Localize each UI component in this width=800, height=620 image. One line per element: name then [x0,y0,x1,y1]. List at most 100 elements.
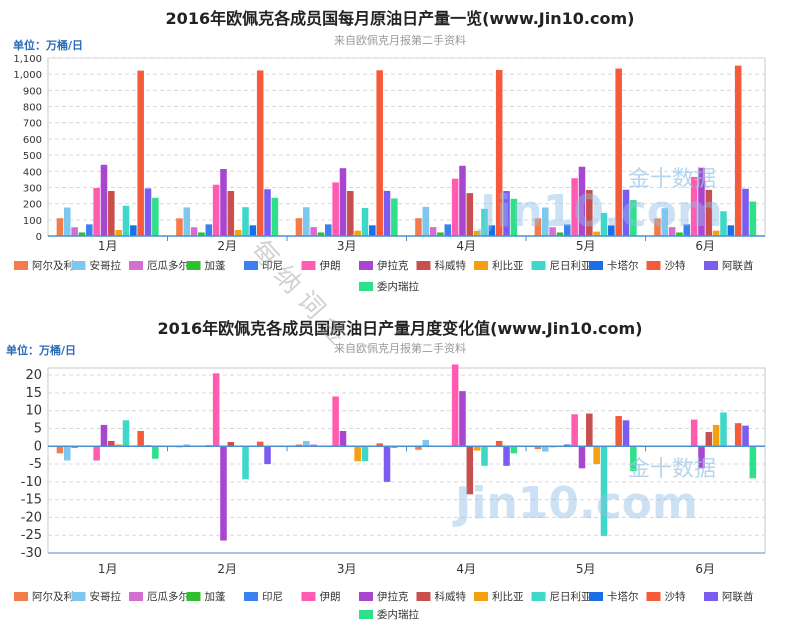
chart2-bar [571,414,578,447]
chart1-legend-label: 厄瓜多尔 [147,259,189,272]
chart2-bar [137,430,144,447]
chart1-bar [100,164,108,236]
chart1-y-tick-label: 200 [23,200,42,211]
chart1-bar [264,189,271,236]
chart1-bar [676,232,683,236]
chart1-bar [556,232,564,236]
chart1-legend-label: 尼日利亚 [550,260,592,272]
chart1-bar [295,218,303,236]
chart1-legend-label: 伊朗 [320,260,341,272]
chart2-bar [115,444,122,447]
chart1-bar [473,230,481,236]
chart1-bar [220,169,227,236]
chart2-legend-swatch [474,592,488,601]
chart1-bar [668,227,676,236]
chart2-legend-label: 伊拉克 [377,590,409,603]
chart1-subtitle: 来自欧佩克月报第二手资料 [334,33,466,47]
chart1-bar [705,189,713,236]
chart1-bar [205,224,213,236]
chart1-legend-swatch [646,261,661,270]
chart1-legend-swatch [14,261,28,270]
chart2-bar [220,446,227,541]
chart1-bar [422,206,430,236]
chart2-bar [495,440,503,447]
chart2-bar [742,425,749,447]
chart1-bar [622,189,630,236]
chart2-x-tick-label: 4月 [456,562,476,576]
chart1-bar [376,70,383,236]
chart2-bar [534,446,542,450]
chart2-bar [122,420,130,447]
chart1-y-tick-label: 1,000 [13,70,42,81]
chart2-bar [310,444,317,447]
chart2-x-tick-label: 1月 [98,562,118,576]
chart2-bar [152,446,159,459]
chart1-bar [571,178,578,236]
chart1-bar [564,224,571,236]
chart2-bar [712,424,720,447]
chart2-bar [690,419,698,447]
chart1-legend-label: 加蓬 [205,260,226,272]
chart2-y-tick-label: 5 [34,421,42,436]
chart2-bar [361,446,369,462]
chart1-y-tick-label: 100 [23,216,42,227]
chart2-bar [383,446,391,482]
chart1-bar [495,69,503,236]
chart1-x-tick-label: 4月 [456,239,476,253]
chart1-bar [198,232,205,236]
chart2-bar [451,364,459,447]
chart1-bar [183,207,191,236]
chart1-bar [369,225,376,236]
chart1-bar [608,225,615,236]
chart1-y-tick-label: 600 [23,135,42,146]
chart1-bar [249,225,257,236]
chart2-bar [303,440,310,447]
chart1-bar [71,227,78,236]
chart1-bar [317,232,325,236]
chart2-y-tick-label: 0 [34,439,42,454]
chart1-legend-label: 伊拉克 [377,259,409,272]
chart2-legend-label: 委内瑞拉 [377,608,419,620]
chart2-y-tick-label: -30 [21,546,42,561]
chart2-bar [295,444,303,447]
chart1-bar [437,232,444,236]
chart1-legend-label: 科威特 [435,259,467,272]
chart2-bar [256,441,264,447]
chart2-legend-label: 卡塔尔 [607,590,639,603]
chart2-y-tick-label: -20 [21,510,42,525]
chart1-bar [727,225,735,236]
chart2-legend-swatch [589,592,603,601]
chart1-x-tick-label: 5月 [576,239,596,253]
chart1-title: 2016年欧佩克各成员国每月原油日产量一览(www.Jin10.com) [166,9,635,28]
chart1-legend-label: 沙特 [665,260,686,272]
watermark-brand-en-1: Jin10.com [477,186,723,237]
chart1-bar [176,218,183,236]
chart1-y-tick-label: 500 [23,151,42,162]
chart2-legend-label: 厄瓜多尔 [147,590,189,603]
chart2-bar [564,444,571,447]
chart1-legend-swatch [474,261,488,270]
chart1-bar [720,211,727,236]
chart1-bar [481,208,488,236]
chart1-legend-swatch [359,282,373,291]
chart2-bar [354,446,361,462]
chart1-legend-swatch [186,261,201,270]
chart1-bar [742,188,749,236]
chart1-bar [549,227,556,236]
chart1-bar [303,207,310,236]
chart1-bar [630,200,637,236]
chart2-bar [630,446,637,472]
chart1-bar [64,207,71,236]
chart2-bar [586,413,593,447]
chart2-bar [615,416,622,447]
chart2-bar [391,446,398,449]
chart1-legend-swatch [416,261,431,270]
chart1-unit-label: 单位：万桶/日 [13,38,83,52]
chart1-bar [144,188,152,236]
chart2-legend-label: 利比亚 [492,590,524,603]
chart1-bar [415,218,422,236]
chart2-bar [622,420,630,447]
chart1-legend: 阿尔及利亚 安哥拉 厄瓜多尔 加蓬 印尼 伊朗 伊拉克 科威特 利比亚 尼日利亚 卡塔尔 沙特 阿联酋委… [14,259,754,293]
chart1-y-tick-label: 0 [36,232,42,243]
